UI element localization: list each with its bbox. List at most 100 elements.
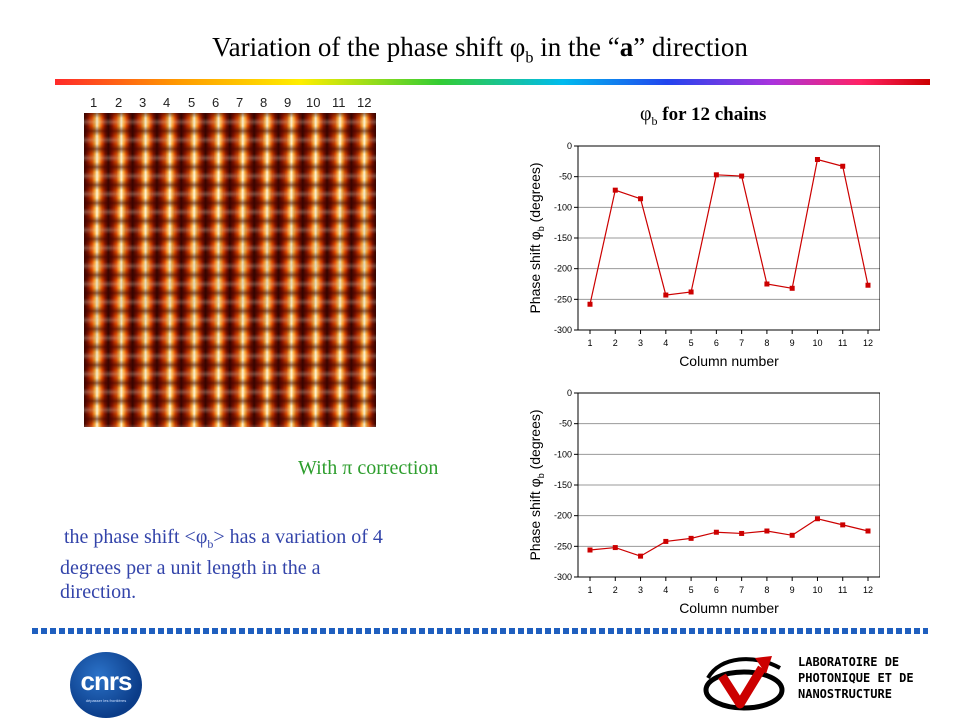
chain-number: 1: [90, 95, 98, 110]
data-point: [587, 301, 593, 307]
chain-number: 7: [236, 95, 244, 110]
description-text-2: > has a variation of 4: [213, 526, 383, 548]
x-tick-label: 3: [638, 585, 643, 595]
pi-correction-label: With π correction: [298, 457, 438, 480]
data-point: [688, 289, 694, 295]
data-point: [663, 538, 669, 544]
heading-phi-sub: b: [651, 114, 658, 128]
heading-phi: φ: [640, 103, 652, 125]
x-tick-label: 5: [689, 338, 694, 348]
x-tick-label: 10: [812, 585, 822, 595]
cnrs-logo-tagline: dépasser les frontières: [85, 698, 127, 703]
x-tick-label: 2: [613, 585, 618, 595]
title-text-1: Variation of the phase shift: [212, 32, 510, 62]
data-point: [840, 163, 846, 169]
data-point: [865, 282, 871, 288]
chain-number: 10: [306, 95, 321, 110]
chain-number-labels: 1 2 3 4 5 6 7 8 9 10 11 12: [84, 95, 380, 113]
data-point: [789, 532, 795, 538]
chain-number: 12: [357, 95, 372, 110]
y-tick-label: -300: [554, 325, 572, 335]
data-point: [739, 530, 745, 536]
data-point: [587, 547, 593, 553]
title-phi: φ: [509, 32, 526, 62]
chain-number: 5: [188, 95, 196, 110]
chart-heading: φb for 12 chains: [640, 103, 766, 129]
data-point: [865, 528, 871, 534]
x-tick-label: 3: [638, 338, 643, 348]
data-point: [789, 285, 795, 291]
pi-symbol: π: [342, 457, 353, 479]
x-tick-label: 8: [764, 338, 769, 348]
correction-prefix: With: [298, 457, 343, 479]
title-a: a: [619, 32, 634, 62]
x-tick-label: 6: [714, 338, 719, 348]
description-phi: φ: [195, 526, 208, 548]
description-line-3: direction.: [60, 581, 137, 603]
x-tick-label: 12: [863, 585, 873, 595]
x-axis-label: Column number: [679, 353, 779, 369]
y-tick-label: -50: [559, 172, 572, 182]
chain-number: 11: [332, 95, 346, 110]
data-point: [612, 187, 618, 193]
y-tick-label: -150: [554, 233, 572, 243]
x-tick-label: 11: [838, 585, 847, 595]
description-line-2: degrees per a unit length in the a: [60, 557, 321, 579]
title-text-3: ” direction: [633, 32, 748, 62]
lpn-line-3: NANOSTRUCTURE: [798, 687, 892, 701]
y-tick-label: -100: [554, 202, 572, 212]
description-text-1: the phase shift <: [64, 526, 196, 548]
correction-suffix: correction: [352, 457, 439, 479]
x-tick-label: 7: [739, 338, 744, 348]
data-point: [814, 156, 820, 162]
rainbow-divider: [55, 79, 930, 85]
x-tick-label: 6: [714, 585, 719, 595]
plot-frame: [577, 392, 880, 578]
chain-number: 9: [284, 95, 292, 110]
data-point: [638, 196, 644, 202]
y-tick-label: -200: [554, 264, 572, 274]
description-line-1: the phase shift <φb> has a variation of …: [60, 525, 500, 556]
title-text-2: in the “: [533, 32, 620, 62]
cnrs-logo-text: cnrs: [80, 666, 133, 696]
x-tick-label: 9: [790, 585, 795, 595]
x-tick-label: 11: [838, 338, 847, 348]
data-point: [638, 553, 644, 559]
data-point: [764, 281, 770, 287]
chain-number: 2: [115, 95, 123, 110]
data-point: [612, 545, 618, 551]
x-tick-label: 2: [613, 338, 618, 348]
y-axis-label: Phase shift φb (degrees): [527, 409, 546, 560]
data-point: [739, 173, 745, 179]
heading-text: for 12 chains: [657, 104, 767, 125]
x-tick-label: 5: [689, 585, 694, 595]
description: the phase shift <φb> has a variation of …: [60, 525, 500, 604]
data-point: [840, 522, 846, 528]
lpn-line-1: LABORATOIRE DE: [798, 655, 900, 669]
series-line: [589, 518, 869, 557]
y-tick-label: -100: [554, 449, 572, 459]
lpn-logo-icon: [703, 656, 785, 711]
y-tick-label: 0: [567, 141, 572, 151]
description-phi-sub: b: [207, 537, 214, 551]
x-tick-label: 1: [587, 585, 592, 595]
y-tick-label: -250: [554, 294, 572, 304]
series-line: [589, 158, 869, 305]
chain-number: 8: [260, 95, 268, 110]
y-tick-label: -200: [554, 511, 572, 521]
x-tick-label: 9: [790, 338, 795, 348]
title-phi-sub: b: [525, 48, 534, 67]
y-tick-label: -150: [554, 480, 572, 490]
x-tick-label: 4: [663, 338, 668, 348]
x-tick-label: 8: [764, 585, 769, 595]
y-tick-label: 0: [567, 388, 572, 398]
y-tick-label: -50: [559, 419, 572, 429]
chain-number: 6: [212, 95, 220, 110]
x-tick-label: 4: [663, 585, 668, 595]
stm-image: [84, 113, 376, 427]
plot-frame: [577, 145, 880, 331]
y-axis-label: Phase shift φb (degrees): [527, 162, 546, 313]
y-tick-label: -250: [554, 541, 572, 551]
